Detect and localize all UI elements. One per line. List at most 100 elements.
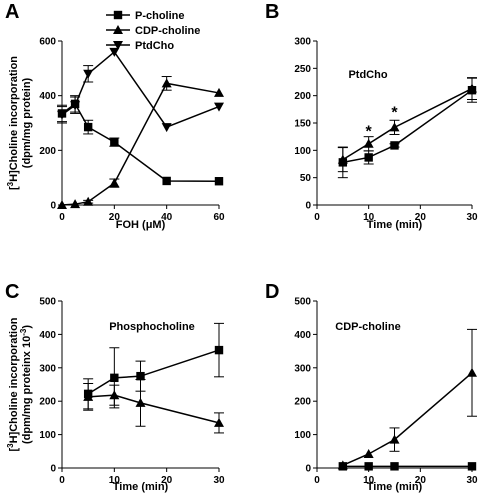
panel-b-title: PtdCho: [348, 69, 387, 81]
panel-a-x-tick-label: 0: [59, 212, 65, 223]
panel-a-cdp-choline-point: [161, 78, 172, 88]
panel-b-y-tick-label: 0: [305, 201, 311, 212]
panel-b-significance-star: *: [391, 105, 398, 122]
panel-b-x-axis-label: Time (min): [367, 219, 423, 231]
panel-b-series-1-line: [342, 89, 473, 164]
panel-c-y-axis-label-line1: [3H]Choline incorporation: [6, 317, 20, 451]
legend-cdp-choline-label: CDP-choline: [135, 25, 200, 37]
panel-c-x-tick-label: 20: [161, 475, 173, 486]
panel-b-x-tick-label: 10: [363, 212, 375, 223]
panel-a-y-tick-label: 200: [39, 146, 56, 157]
panel-b-series-1-point: [364, 153, 373, 162]
panel-a-x-tick-label: 60: [213, 212, 225, 223]
panel-b-y-tick-label: 150: [294, 119, 311, 130]
panel-c-series-1-point: [136, 371, 145, 381]
panel-a-cdp-choline-point: [109, 178, 120, 188]
panel-b-x-tick-label: 0: [314, 212, 320, 223]
panel-b-y-tick-label: 300: [294, 37, 311, 48]
panel-b-series-2-point: [363, 138, 374, 148]
panel-c-series-1-point: [214, 345, 224, 355]
panel-a-x-tick-label: 20: [109, 212, 121, 223]
panel-a-ptdcho-point: [214, 102, 224, 112]
panel-c-y-axis-label: [3H]Choline incorporation (dpm/mg protein…: [6, 317, 33, 451]
legend-ptdcho-label: PtdCho: [135, 40, 174, 52]
panel-d-series-1-point: [390, 462, 399, 471]
panel-a-ptdcho-point: [109, 47, 120, 57]
panel-a-p-choline-point: [214, 177, 224, 186]
legend-ptdcho-marker: [113, 41, 123, 50]
panel-a-ptdcho-point: [70, 101, 81, 111]
panel-c-series-2-point: [135, 397, 146, 407]
panel-c-y-tick-label: 0: [50, 464, 56, 475]
legend-cdp-choline-marker: [113, 25, 123, 34]
panel-c-x-tick-label: 0: [59, 475, 65, 486]
panel-b-x-tick-label: 30: [466, 212, 478, 223]
panel-b-series-2-point: [389, 122, 400, 132]
panel-d-y-tick-label: 0: [305, 464, 311, 475]
panel-d-x-tick-label: 10: [363, 475, 375, 486]
panel-c-x-axis-label: Time (min): [113, 481, 169, 493]
panel-c-x-tick-label: 30: [213, 475, 225, 486]
panel-a-p-choline-point: [110, 137, 119, 147]
panel-d-label: D: [265, 281, 279, 303]
panel-a-cdp-choline-point: [214, 87, 224, 97]
panel-d-series-2-point: [467, 367, 477, 377]
panel-b-y-tick-label: 250: [294, 64, 311, 75]
panel-a-y-axis-label-line1: [3H]Choline incorporation: [6, 56, 20, 190]
panel-c-y-tick-label: 200: [39, 397, 56, 408]
panel-d-x-tick-label: 30: [466, 475, 478, 486]
panel-a-x-tick-label: 40: [161, 212, 173, 223]
panel-d-x-axis-label: Time (min): [367, 481, 423, 493]
panel-c-x-tick-label: 10: [109, 475, 121, 486]
panel-c-series-2-line: [88, 394, 220, 424]
panel-b-significance-star: *: [366, 124, 373, 141]
panel-a-x-axis-label: FOH (μM): [116, 219, 166, 231]
panel-b-x-tick-label: 20: [415, 212, 427, 223]
panel-d-y-tick-label: 500: [294, 297, 311, 308]
panel-a-cdp-choline-line: [61, 82, 220, 206]
panel-c-series-2-point: [109, 390, 120, 400]
panel-a-y-tick-label: 0: [50, 201, 56, 212]
panel-a-p-choline-point: [83, 122, 93, 132]
panel-c-label: C: [5, 281, 19, 303]
panel-c-y-tick-label: 100: [39, 430, 56, 441]
panel-a-ptdcho-point: [83, 69, 94, 79]
panel-a-ptdcho-point: [161, 123, 172, 133]
panel-b-y-tick-label: 50: [300, 173, 312, 184]
panel-c-y-axis-label-line2: (dpm/mg proteinx 10-3): [19, 325, 33, 444]
panel-c-series-2-point: [214, 417, 224, 427]
panel-d-series-2-line: [342, 372, 473, 467]
panel-b-label: B: [265, 1, 279, 23]
panel-d-y-tick-label: 100: [294, 430, 311, 441]
panel-c-series-2-point: [83, 391, 94, 401]
panel-b-series-2-line: [342, 87, 473, 161]
panel-d-series-1-point: [467, 462, 477, 471]
panel-a-ptdcho-line: [61, 50, 220, 129]
panel-d-y-tick-label: 300: [294, 363, 311, 374]
panel-b-y-tick-label: 100: [294, 146, 311, 157]
panel-c-title: Phosphocholine: [109, 321, 195, 333]
panel-d-x-tick-label: 0: [314, 475, 320, 486]
panel-d-series-2-point: [337, 460, 348, 470]
panel-c-y-tick-label: 400: [39, 330, 56, 341]
panel-c-series-1-line: [87, 349, 220, 395]
panel-a-label: A: [5, 1, 19, 23]
panel-b-y-tick-label: 200: [294, 91, 311, 102]
panel-a-p-choline-point: [162, 176, 171, 186]
legend-p-choline-marker: [113, 10, 123, 20]
panel-d-x-tick-label: 20: [415, 475, 427, 486]
panel-a-cdp-choline-point: [57, 200, 67, 209]
panel-d-y-tick-label: 200: [294, 397, 311, 408]
panel-a-cdp-choline-point: [70, 199, 81, 209]
panel-b-series-2-point: [467, 83, 477, 93]
panel-c-y-tick-label: 300: [39, 363, 56, 374]
panel-a-y-axis-label: [3H]Choline incorporation (dpm/mg protein…: [6, 56, 33, 190]
panel-b-series-2-point: [337, 154, 348, 164]
panel-a-cdp-choline-point: [83, 196, 94, 206]
panel-b-series-1-point: [390, 141, 399, 150]
panel-d-series-2-point: [363, 448, 374, 458]
panel-a-y-tick-label: 400: [39, 91, 56, 102]
panel-c-y-tick-label: 500: [39, 297, 56, 308]
panel-d-series-2-point: [389, 434, 400, 444]
